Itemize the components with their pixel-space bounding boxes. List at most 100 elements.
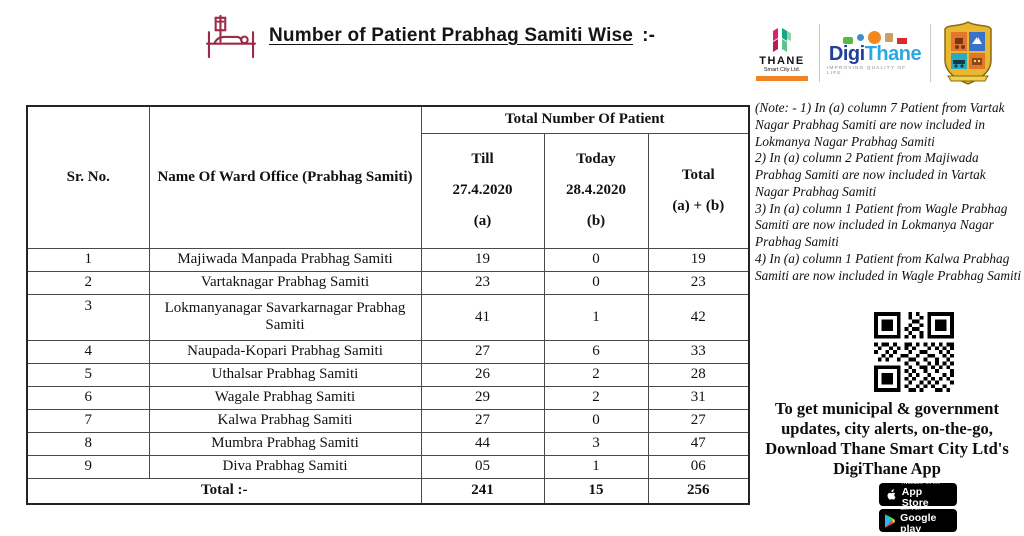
app-store-line2: App Store <box>901 486 929 509</box>
cell-ward-name: Uthalsar Prabhag Samiti <box>148 362 422 387</box>
google-play-line1: Get it on <box>900 506 921 512</box>
google-play-badge[interactable]: Get it on Google play <box>879 507 957 534</box>
cell-till: 27 <box>420 408 545 433</box>
note-line: 3) In (a) column 1 Patient from Wagle Pr… <box>755 200 1008 250</box>
note-line: (Note: - 1) In (a) column 7 Patient from… <box>755 100 1005 149</box>
total-overall: 256 <box>647 477 750 505</box>
cell-total: 31 <box>647 385 750 410</box>
cell-ward-name: Majiwada Manpada Prabhag Samiti <box>148 247 422 272</box>
thane-logo-subtitle: Smart City Ltd. <box>763 67 801 74</box>
cell-total: 23 <box>647 270 750 295</box>
table-header-row: Sr. No. Name Of Ward Office (Prabhag Sam… <box>26 105 750 249</box>
cell-total: 33 <box>647 339 750 364</box>
digithane-tagline: IMPROVING QUALITY OF LIFE <box>827 66 907 76</box>
table-row: 4 Naupada-Kopari Prabhag Samiti 27 6 33 <box>26 339 750 364</box>
cell-today: 1 <box>543 454 649 479</box>
google-play-icon <box>885 513 896 528</box>
table-total-row: Total :- 241 15 256 <box>26 477 750 505</box>
thane-logo-bar <box>756 75 808 81</box>
cell-sr: 3 <box>26 293 150 341</box>
table-row: 3 Lokmanyanagar Savarkarnagar Prabhag Sa… <box>26 293 750 341</box>
cell-ward-name: Diva Prabhag Samiti <box>148 454 422 479</box>
cell-total: 42 <box>647 293 750 341</box>
qr-code <box>874 312 954 392</box>
flag-icon <box>897 38 907 45</box>
cell-today: 0 <box>543 270 649 295</box>
cell-sr: 9 <box>26 454 150 479</box>
cell-sr: 8 <box>26 431 150 456</box>
page-title-suffix: :- <box>642 25 656 46</box>
thane-smart-city-logo: THANE Smart City Ltd. <box>752 25 812 81</box>
table-row: 8 Mumbra Prabhag Samiti 44 3 47 <box>26 431 750 456</box>
cell-ward-name: Vartaknagar Prabhag Samiti <box>148 270 422 295</box>
logo-strip: THANE Smart City Ltd. DigiThane IMPROVIN… <box>752 16 998 90</box>
cell-today: 2 <box>543 385 649 410</box>
total-today: 15 <box>543 477 649 505</box>
google-play-badge-text: Get it on Google play <box>900 507 951 534</box>
cell-ward-name: Lokmanyanagar Savarkarnagar Prabhag Sami… <box>148 293 422 341</box>
cell-total: 06 <box>647 454 750 479</box>
note-line: 4) In (a) column 1 Patient from Kalwa Pr… <box>755 250 1022 283</box>
table-subheader-row: Till 27.4.2020 (a) Today 28.4.2020 (b) T… <box>27 132 750 249</box>
bus-icon <box>843 37 853 45</box>
cell-sr: 4 <box>26 339 150 364</box>
patient-count-table: Sr. No. Name Of Ward Office (Prabhag Sam… <box>26 105 751 505</box>
cell-ward-name: Kalwa Prabhag Samiti <box>148 408 422 433</box>
header-group-total-patients: Total Number Of Patient <box>420 105 750 134</box>
cell-total: 47 <box>647 431 750 456</box>
tmc-emblem-icon <box>944 21 992 85</box>
logo-divider <box>930 24 931 82</box>
cell-today: 0 <box>543 247 649 272</box>
apple-icon <box>887 488 896 500</box>
cell-total: 28 <box>647 362 750 387</box>
store-badges: Available on the App Store Get it on Goo… <box>879 481 957 534</box>
cell-till: 19 <box>420 247 545 272</box>
download-app-text: To get municipal & government updates, c… <box>765 399 1009 479</box>
globe-icon <box>857 34 864 42</box>
digithane-icons <box>843 29 907 45</box>
cell-till: 44 <box>420 431 545 456</box>
cell-sr: 5 <box>26 362 150 387</box>
total-till: 241 <box>420 477 545 505</box>
note-line: 2) In (a) column 2 Patient from Majiwada… <box>755 150 986 199</box>
patient-bed-icon <box>205 14 257 59</box>
table-row: 5 Uthalsar Prabhag Samiti 26 2 28 <box>26 362 750 387</box>
header-col-total: Total (a) + (b) <box>647 132 750 249</box>
cell-today: 6 <box>543 339 649 364</box>
page-title: Number of Patient Prabhag Samiti Wise:- <box>269 25 655 47</box>
table-row: 2 Vartaknagar Prabhag Samiti 23 0 23 <box>26 270 750 295</box>
cell-total: 19 <box>647 247 750 272</box>
cell-total: 27 <box>647 408 750 433</box>
table-row: 6 Wagale Prabhag Samiti 29 2 31 <box>26 385 750 410</box>
digithane-wordmark: DigiThane <box>829 43 922 66</box>
logo-divider <box>819 24 820 82</box>
cell-till: 05 <box>420 454 545 479</box>
cell-till: 41 <box>420 293 545 341</box>
cell-sr: 1 <box>26 247 150 272</box>
header-col-a: Till 27.4.2020 (a) <box>420 132 545 249</box>
cell-till: 26 <box>420 362 545 387</box>
cell-today: 0 <box>543 408 649 433</box>
cell-sr: 2 <box>26 270 150 295</box>
thane-smart-city-mark-icon <box>773 28 791 53</box>
cell-till: 29 <box>420 385 545 410</box>
cell-ward-name: Wagale Prabhag Samiti <box>148 385 422 410</box>
building-icon <box>885 33 893 43</box>
app-store-badge[interactable]: Available on the App Store <box>879 481 957 509</box>
total-label: Total :- <box>26 477 422 505</box>
cell-sr: 7 <box>26 408 150 433</box>
cell-ward-name: Mumbra Prabhag Samiti <box>148 431 422 456</box>
digithane-word-thane: Thane <box>864 43 922 66</box>
table-row: 9 Diva Prabhag Samiti 05 1 06 <box>26 454 750 479</box>
header-sr-no: Sr. No. <box>26 105 150 249</box>
header-col-b: Today 28.4.2020 (b) <box>543 132 649 249</box>
thane-logo-title: THANE <box>759 55 805 68</box>
cell-today: 2 <box>543 362 649 387</box>
cell-till: 27 <box>420 339 545 364</box>
cell-sr: 6 <box>26 385 150 410</box>
table-row: 7 Kalwa Prabhag Samiti 27 0 27 <box>26 408 750 433</box>
table-row: 1 Majiwada Manpada Prabhag Samiti 19 0 1… <box>26 247 750 272</box>
notes-block: (Note: - 1) In (a) column 7 Patient from… <box>755 100 1023 284</box>
cell-today: 3 <box>543 431 649 456</box>
